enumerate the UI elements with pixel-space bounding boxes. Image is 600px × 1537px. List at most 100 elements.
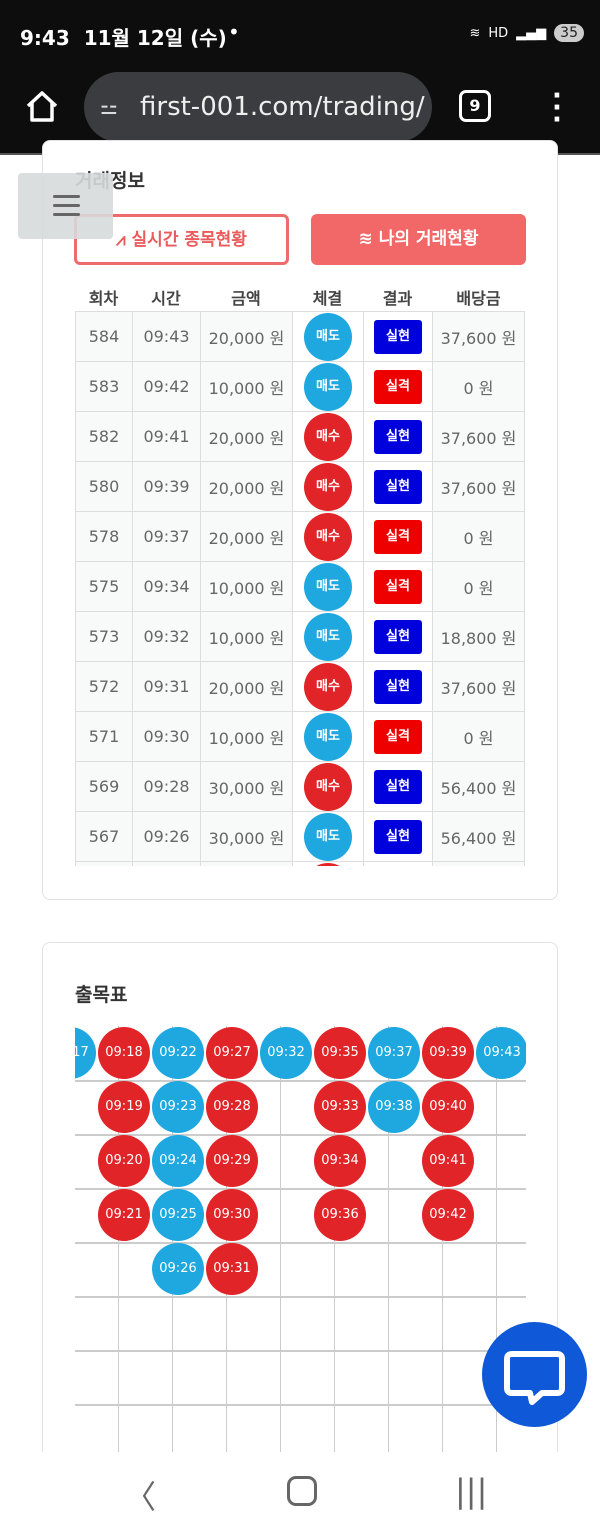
- cell-text: 583: [88, 377, 120, 396]
- cell-text: 09:43: [143, 327, 190, 346]
- cell-text: 582: [88, 427, 120, 446]
- cell-time: 09:26: [132, 811, 201, 862]
- grid-line: [75, 1080, 526, 1082]
- cell-exec: 매도: [292, 711, 364, 762]
- site-settings-icon[interactable]: ⚍: [100, 95, 118, 119]
- cell-exec: 매도: [292, 311, 364, 362]
- cell-time: [132, 861, 201, 866]
- cell-payout: 37,600 원: [432, 461, 525, 512]
- col-time: 시간: [151, 289, 181, 308]
- cell-round: 584: [75, 311, 133, 362]
- buy-ball: 09:39: [422, 1027, 474, 1079]
- exec-badge: 매도: [304, 612, 352, 661]
- table-row: 571 09:30 10,000 원 매도 실격 0 원: [75, 711, 525, 762]
- cell-result: 실격: [363, 561, 433, 612]
- exec-badge: 매도: [304, 362, 352, 411]
- table-row: 582 09:41 20,000 원 매수 실현 37,600 원: [75, 411, 525, 462]
- chat-button[interactable]: [482, 1322, 587, 1427]
- cell-amount: 10,000 원: [200, 361, 293, 412]
- trade-table-scroll[interactable]: 584 09:43 20,000 원 매도 실현 37,600 원 583 09:42 10,0…: [75, 311, 525, 866]
- grid-line: [75, 1404, 526, 1406]
- buy-ball: 09:41: [422, 1135, 474, 1187]
- cell-result: 실현: [363, 761, 433, 812]
- android-nav-bar: 〈 |||: [0, 1452, 600, 1537]
- cell-payout: 37,600 원: [432, 661, 525, 712]
- table-row: 매수: [75, 861, 525, 866]
- cell-text: 09:26: [143, 827, 190, 846]
- cell-text: 567: [88, 827, 120, 846]
- home-nav-icon[interactable]: [287, 1476, 317, 1506]
- back-icon[interactable]: 〈: [124, 1478, 157, 1516]
- cell-payout: 0 원: [432, 511, 525, 562]
- cell-text: 56,400 원: [440, 778, 517, 798]
- my-trades-button[interactable]: ≋ 나의 거래현황: [311, 214, 526, 265]
- more-menu-icon[interactable]: · · ·: [552, 81, 562, 135]
- cell-text: 0 원: [463, 578, 494, 598]
- cell-text: 09:41: [143, 427, 190, 446]
- cell-round: 575: [75, 561, 133, 612]
- exec-badge: 매도: [304, 712, 352, 761]
- table-row: 584 09:43 20,000 원 매도 실현 37,600 원: [75, 311, 525, 362]
- cell-amount: 10,000 원: [200, 561, 293, 612]
- buy-ball: 09:28: [206, 1081, 258, 1133]
- col-amount: 금액: [231, 289, 261, 308]
- cell-text: 37,600 원: [440, 428, 517, 448]
- cell-payout: 37,600 원: [432, 311, 525, 362]
- sell-ball: 09:25: [152, 1189, 204, 1241]
- cell-amount: 10,000 원: [200, 611, 293, 662]
- buy-ball: 09:31: [206, 1243, 258, 1295]
- cell-time: 09:32: [132, 611, 201, 662]
- trade-table: 584 09:43 20,000 원 매도 실현 37,600 원 583 09:42 10,0…: [75, 311, 525, 866]
- cell-text: 20,000 원: [208, 678, 285, 698]
- exec-badge: 매수: [304, 412, 352, 461]
- home-icon[interactable]: [24, 88, 60, 124]
- exec-badge: 매수: [304, 512, 352, 561]
- cell-text: 37,600 원: [440, 328, 517, 348]
- tab-switcher-button[interactable]: 9: [459, 90, 491, 122]
- cell-amount: 20,000 원: [200, 461, 293, 512]
- cell-text: 37,600 원: [440, 478, 517, 498]
- cell-payout: 0 원: [432, 361, 525, 412]
- buy-ball: 09:19: [98, 1081, 150, 1133]
- grid-line: [75, 1134, 526, 1136]
- cell-result: 실현: [363, 811, 433, 862]
- cell-text: 18,800 원: [440, 628, 517, 648]
- cell-result: 실현: [363, 411, 433, 462]
- cell-result: [363, 861, 433, 866]
- my-trades-label: 나의 거래현황: [378, 229, 479, 249]
- result-badge: 실현: [374, 319, 422, 354]
- cell-text: 0 원: [463, 378, 494, 398]
- date: 11월 12일 (수): [83, 26, 227, 50]
- wifi-icon: ≋: [469, 25, 481, 41]
- cell-exec: 매도: [292, 361, 364, 412]
- cell-text: 578: [88, 527, 120, 546]
- clock: 9:43: [20, 26, 70, 50]
- sell-ball: 09:26: [152, 1243, 204, 1295]
- cell-text: 572: [88, 677, 120, 696]
- url-bar[interactable]: ⚍ first-001.com/trading/: [84, 72, 432, 142]
- cell-text: 09:28: [143, 777, 190, 796]
- trade-table-header: 회차 시간 금액 체결 결과 배당금: [75, 283, 525, 311]
- lines-icon: ≋: [358, 229, 379, 249]
- cell-text: 20,000 원: [208, 428, 285, 448]
- cell-result: 실격: [363, 711, 433, 762]
- exec-badge: 매수: [304, 762, 352, 811]
- cell-result: 실격: [363, 511, 433, 562]
- exec-badge: 매도: [304, 812, 352, 861]
- cell-amount: 10,000 원: [200, 711, 293, 762]
- buy-ball: 09:34: [314, 1135, 366, 1187]
- sell-ball: 09:17: [75, 1027, 96, 1079]
- cell-amount: 30,000 원: [200, 811, 293, 862]
- cell-payout: [432, 861, 525, 866]
- cell-text: 580: [88, 477, 120, 496]
- cell-text: 10,000 원: [208, 628, 285, 648]
- grid-line: [75, 1242, 526, 1244]
- hamburger-menu-button[interactable]: [18, 173, 113, 239]
- table-row: 578 09:37 20,000 원 매수 실격 0 원: [75, 511, 525, 562]
- sell-ball: 09:32: [260, 1027, 312, 1079]
- sell-ball: 09:22: [152, 1027, 204, 1079]
- recents-icon[interactable]: |||: [455, 1472, 488, 1510]
- grid-line: [75, 1188, 526, 1190]
- cell-payout: 56,400 원: [432, 811, 525, 862]
